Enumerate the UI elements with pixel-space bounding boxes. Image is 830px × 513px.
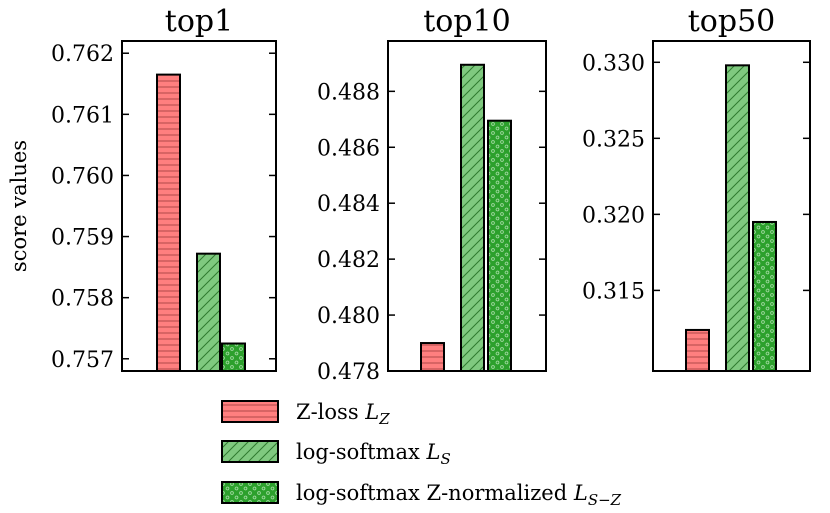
bar-diagonal bbox=[725, 64, 750, 373]
y-tick-label: 0.759 bbox=[51, 226, 114, 251]
y-tick-label: 0.315 bbox=[582, 279, 645, 304]
y-tick-label: 0.760 bbox=[51, 164, 114, 189]
y-tick-label: 0.325 bbox=[582, 127, 645, 152]
bar-horizontal bbox=[685, 328, 710, 372]
y-tick-label: 0.478 bbox=[317, 360, 380, 385]
y-tick-label: 0.761 bbox=[51, 103, 114, 128]
y-tick-label: 0.757 bbox=[51, 348, 114, 373]
legend-swatch bbox=[221, 400, 279, 423]
y-tick-label: 0.482 bbox=[317, 248, 380, 273]
panel-title: top10 bbox=[423, 4, 511, 39]
axes-frame bbox=[121, 40, 277, 372]
legend-item: Z-loss LZ bbox=[221, 400, 390, 428]
legend-item: log-softmax LS bbox=[221, 440, 451, 468]
bar-dots bbox=[487, 119, 512, 373]
bar-dots bbox=[752, 220, 777, 372]
legend-label: Z-loss LZ bbox=[296, 400, 390, 428]
bar-diagonal bbox=[460, 63, 485, 373]
y-tick-label: 0.484 bbox=[317, 192, 380, 217]
bar-dots bbox=[221, 342, 246, 372]
bar-horizontal bbox=[420, 342, 445, 373]
legend-swatch bbox=[221, 481, 279, 504]
axes-frame bbox=[652, 40, 811, 372]
y-tick-label: 0.488 bbox=[317, 80, 380, 105]
axes-frame bbox=[387, 40, 547, 372]
y-tick-label: 0.320 bbox=[582, 203, 645, 228]
legend-label: log-softmax Z-normalized LS−Z bbox=[296, 481, 622, 509]
y-tick-label: 0.758 bbox=[51, 287, 114, 312]
bar-diagonal bbox=[196, 252, 221, 373]
y-axis-label: score values bbox=[7, 140, 31, 272]
y-tick-label: 0.762 bbox=[51, 42, 114, 67]
panel-top10: top10 0.478 0.480 0.482 0.484 0.486 0.488 bbox=[317, 4, 547, 385]
y-tick-label: 0.330 bbox=[582, 51, 645, 76]
panel-top50: top50 0.315 0.320 0.325 0.330 bbox=[582, 4, 811, 373]
y-tick-label: 0.486 bbox=[317, 136, 380, 161]
legend-label: log-softmax LS bbox=[296, 440, 451, 468]
legend: Z-loss LZ log-softmax LS log-softmax Z-nor… bbox=[221, 400, 622, 509]
panel-title: top50 bbox=[688, 4, 776, 39]
panels: top1 0.757 0.758 0.759 0.760 0.761 0.762 top10 0… bbox=[51, 4, 811, 385]
legend-swatch bbox=[221, 440, 279, 463]
panel-title: top1 bbox=[165, 4, 233, 39]
panel-top1: top1 0.757 0.758 0.759 0.760 0.761 0.762 bbox=[51, 4, 277, 373]
legend-item: log-softmax Z-normalized LS−Z bbox=[221, 481, 622, 509]
bar-horizontal bbox=[156, 73, 181, 372]
y-tick-label: 0.480 bbox=[317, 304, 380, 329]
